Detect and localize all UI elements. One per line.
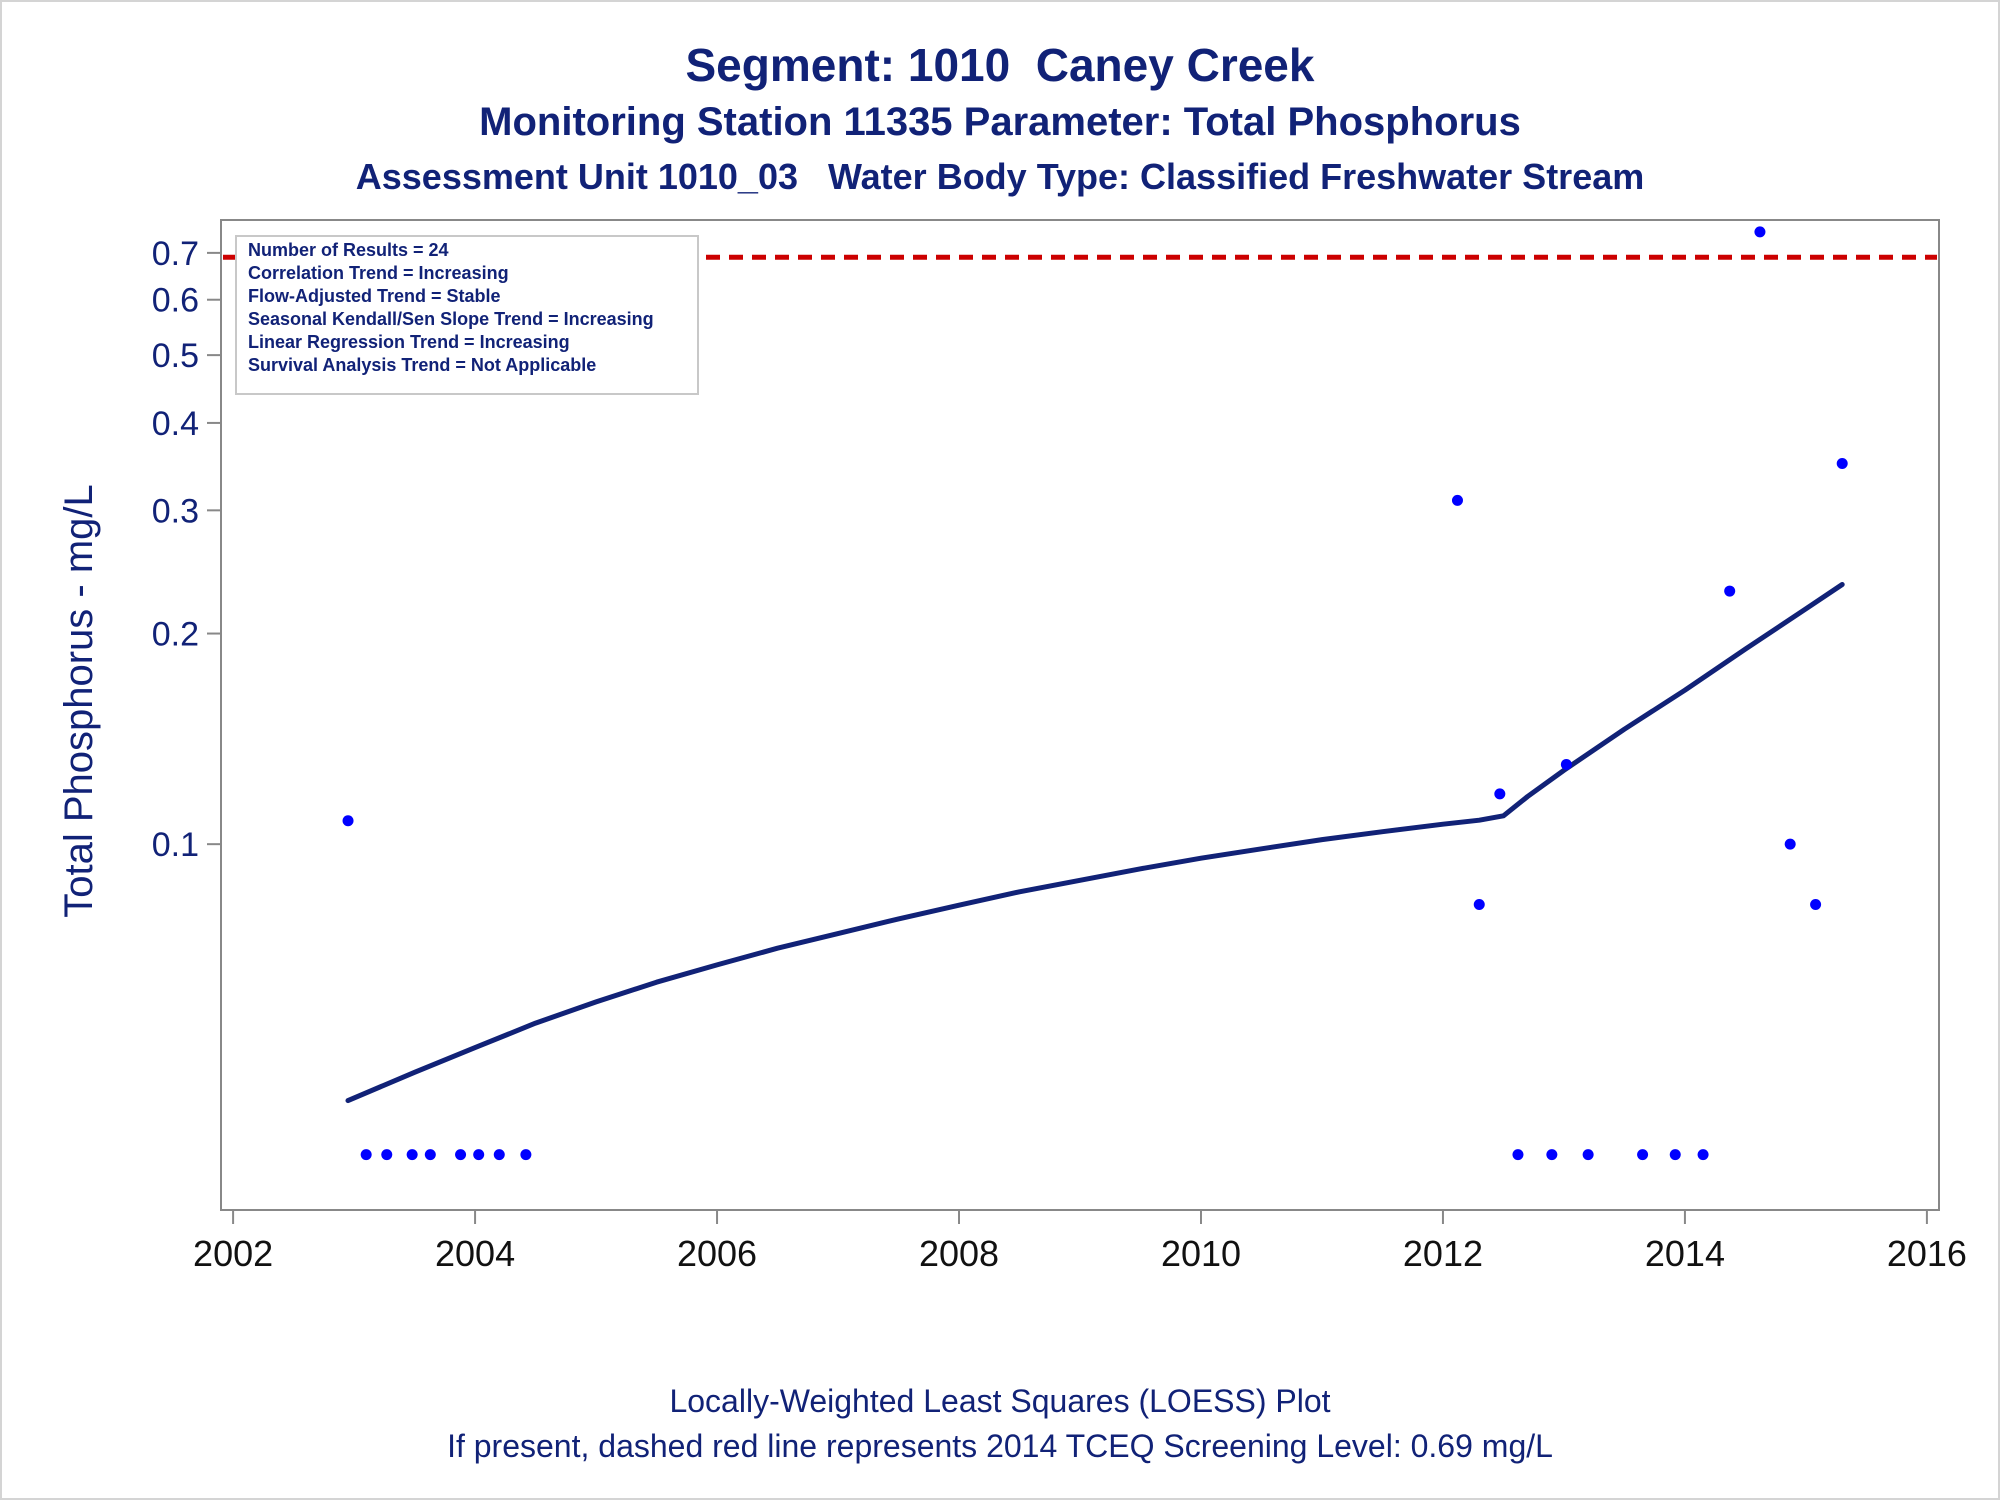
x-tick-label-2006: 2006 [677, 1233, 757, 1274]
x-tick-label-2014: 2014 [1645, 1233, 1725, 1274]
y-tick-label-0.2: 0.2 [152, 616, 199, 654]
trend-stats-box: Number of Results = 24 Correlation Trend … [235, 235, 699, 395]
data-point-21 [1754, 226, 1766, 238]
y-tick-label-0.3: 0.3 [152, 492, 199, 530]
footnote-screening: If present, dashed red line represents 2… [447, 1428, 1553, 1464]
y-tick-label-0.4: 0.4 [152, 405, 199, 443]
trend-stat-line: Correlation Trend = Increasing [248, 263, 509, 283]
chart-title: Segment: 1010 Caney Creek [685, 39, 1315, 91]
x-tick-label-2016: 2016 [1887, 1233, 1967, 1274]
data-point-24 [1836, 458, 1848, 470]
trend-stats-frame [235, 235, 699, 395]
data-point-15 [1560, 758, 1572, 770]
x-tick-label-2010: 2010 [1161, 1233, 1241, 1274]
data-point-9 [520, 1149, 532, 1161]
data-point-3 [381, 1149, 393, 1161]
data-point-11 [1473, 898, 1485, 910]
x-tick-label-2002: 2002 [193, 1233, 273, 1274]
trend-stat-line: Linear Regression Trend = Increasing [248, 332, 570, 352]
plot-frame [220, 219, 1940, 1211]
trend-stat-line: Survival Analysis Trend = Not Applicable [248, 355, 596, 375]
y-axis-label: Total Phosphorus - mg/L [57, 484, 101, 918]
data-point-19 [1697, 1149, 1709, 1161]
data-point-23 [1810, 898, 1822, 910]
data-point-7 [473, 1149, 485, 1161]
data-point-18 [1669, 1149, 1681, 1161]
trend-stat-line: Number of Results = 24 [248, 240, 449, 260]
x-tick-label-2008: 2008 [919, 1233, 999, 1274]
data-point-14 [1546, 1149, 1558, 1161]
data-point-13 [1512, 1149, 1524, 1161]
data-point-12 [1494, 788, 1506, 800]
data-point-22 [1784, 838, 1796, 850]
chart-subtitle-station: Monitoring Station 11335 Parameter: Tota… [479, 100, 1521, 144]
trend-stat-line: Flow-Adjusted Trend = Stable [248, 286, 501, 306]
data-point-1 [342, 815, 354, 827]
x-axis: 2002 2004 2006 2008 2010 2012 2014 2016 [193, 1210, 1967, 1274]
x-tick-label-2012: 2012 [1403, 1233, 1483, 1274]
data-point-4 [406, 1149, 418, 1161]
data-point-6 [455, 1149, 467, 1161]
data-point-16 [1582, 1149, 1594, 1161]
y-tick-label-0.6: 0.6 [152, 282, 199, 320]
data-point-10 [1451, 494, 1463, 506]
x-tick-label-2004: 2004 [435, 1233, 515, 1274]
data-point-5 [424, 1149, 436, 1161]
data-points [342, 226, 1848, 1161]
data-point-8 [493, 1149, 505, 1161]
chart-subtitle-assessment: Assessment Unit 1010_03 Water Body Type:… [355, 156, 1645, 197]
footnote-method: Locally-Weighted Least Squares (LOESS) P… [669, 1383, 1331, 1419]
y-axis: 0.1 0.2 0.3 0.4 0.5 0.6 0.7 [152, 235, 221, 864]
data-point-20 [1724, 585, 1736, 597]
trend-stat-line: Seasonal Kendall/Sen Slope Trend = Incre… [248, 309, 654, 329]
y-tick-label-0.1: 0.1 [152, 826, 199, 864]
loess-curve [345, 582, 1845, 1104]
y-tick-label-0.7: 0.7 [152, 235, 199, 273]
data-point-17 [1637, 1149, 1649, 1161]
data-point-2 [360, 1149, 372, 1161]
y-tick-label-0.5: 0.5 [152, 337, 199, 375]
